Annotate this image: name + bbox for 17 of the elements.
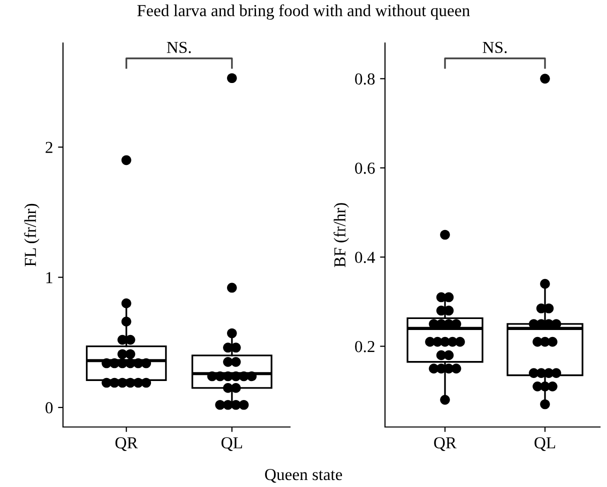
x-axis-title: Queen state [265,468,342,483]
x-tick-label: QL [534,437,556,451]
x-tick-label: QL [222,437,242,451]
y-tick-label: 0.8 [355,73,375,85]
y-tick-label: 0.4 [355,252,376,264]
y-tick-label: 0 [46,402,53,414]
y-tick-label: 2 [46,142,52,153]
annotation: NS. [482,42,507,54]
annotation: NS. [166,42,191,54]
y-axis-title: FL (fr/hr) [24,204,40,266]
y-tick-label: 0.6 [355,162,375,174]
y-tick-label: 0.2 [355,340,374,352]
y-axis-title: BF (fr/hr) [334,203,349,268]
x-tick-label: QR [434,437,457,451]
y-tick-label: 1 [46,272,52,284]
x-tick-label: QR [115,437,138,451]
chart-title: Feed larva and bring food with and without queen [137,4,470,20]
